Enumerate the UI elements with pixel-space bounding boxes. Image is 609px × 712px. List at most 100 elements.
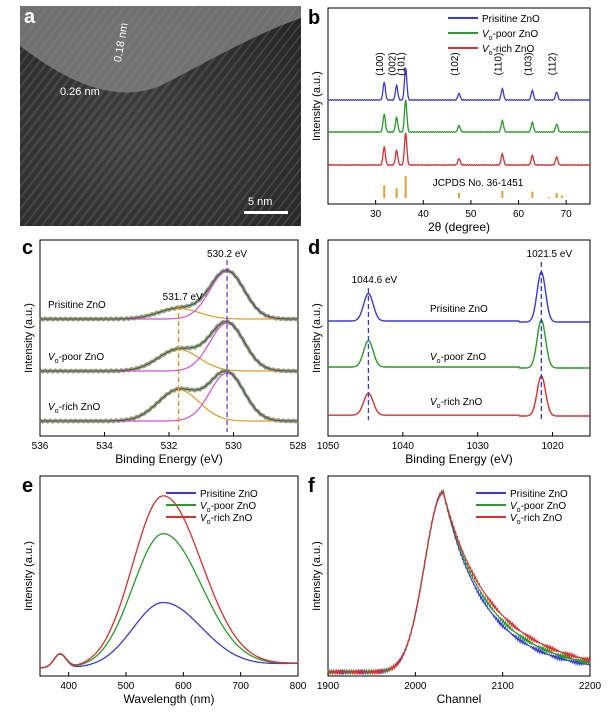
x-axis-label: Channel	[437, 692, 482, 706]
x-axis-label: Wavelength (nm)	[124, 692, 215, 706]
x-axis-label: Binding Energy (eV)	[115, 452, 222, 466]
amorphous-edge	[20, 6, 301, 93]
lattice-fringe	[156, 39, 301, 226]
series-label: Vo-poor ZnO	[48, 352, 104, 365]
lattice-fringe	[225, 128, 301, 226]
x-tick-label: 2200	[579, 681, 602, 692]
x-tick-label: 534	[96, 441, 113, 452]
xrd-peak-label: (100)	[375, 52, 386, 75]
lattice-fringe	[187, 78, 301, 226]
annotation-530: 530.2 eV	[207, 249, 247, 260]
lattice-fringe	[234, 139, 301, 226]
annotation-1044: 1044.6 eV	[352, 275, 398, 286]
lattice-fringe	[264, 178, 301, 226]
x-tick-label: 40	[418, 209, 430, 220]
x-tick-label: 1050	[317, 441, 340, 452]
xrd-peak-label: (101)	[397, 52, 408, 75]
lattice-fringe	[242, 150, 301, 226]
annotation-1021: 1021.5 eV	[527, 249, 573, 260]
xrd-peak-label: (002)	[388, 52, 399, 75]
x-tick-label: 528	[290, 441, 307, 452]
lattice-fringe	[260, 172, 301, 226]
legend-entry: Vo-poor ZnO	[482, 29, 538, 42]
y-axis-label: Intensity (a.u.)	[311, 71, 323, 141]
tem-lattice-fringes	[20, 6, 301, 226]
legend-entry: Prisitine ZnO	[200, 489, 258, 500]
axes-frame	[327, 239, 591, 437]
scalebar-label: 5 nm	[248, 196, 273, 208]
x-tick-label: 1040	[392, 441, 415, 452]
x-tick-label: 70	[561, 209, 573, 220]
xrd-series-line	[327, 67, 591, 102]
xps-envelope-fit	[40, 370, 298, 422]
pl-series-line	[39, 533, 298, 669]
panel-label-d: d	[308, 237, 320, 259]
x-tick-label: 50	[465, 209, 477, 220]
lattice-fringe	[144, 22, 301, 226]
x-tick-label: 532	[161, 441, 178, 452]
tem-image: a 0.26 nm 0.18 nm 5 nm	[20, 6, 301, 226]
xps-raw-data	[39, 319, 300, 374]
lattice-fringe	[178, 66, 301, 226]
lattice-fringe	[135, 11, 301, 226]
x-axis-label: Binding Energy (eV)	[405, 452, 512, 466]
x-tick-label: 400	[60, 681, 77, 692]
series-label: Vo-rich ZnO	[430, 397, 482, 410]
xrd-peak-label: (110)	[493, 53, 504, 76]
lattice-fringe	[208, 105, 301, 226]
pl-series-line	[40, 601, 299, 669]
xps-envelope-fit	[40, 269, 298, 320]
lattice-fringe	[230, 133, 301, 226]
lattice-fringe	[199, 94, 301, 226]
lattice-fringe	[191, 83, 301, 226]
x-tick-label: 500	[118, 681, 135, 692]
y-axis-label: Intensity (a.u.)	[311, 541, 323, 611]
lattice-fringe	[247, 155, 301, 226]
pl-series-line	[39, 495, 298, 669]
panel-label-a: a	[24, 6, 36, 28]
legend-entry: Vo-rich ZnO	[510, 513, 562, 526]
lattice-fringe	[182, 72, 301, 226]
series-label: Vo-rich ZnO	[48, 402, 100, 415]
scalebar-line	[244, 211, 288, 214]
axes-frame	[327, 475, 591, 677]
panel-label-c: c	[22, 237, 33, 259]
x-tick-label: 1020	[541, 441, 564, 452]
y-axis-label: Intensity (a.u.)	[23, 303, 35, 373]
axes-frame	[39, 475, 299, 677]
xrd-peak-label: (103)	[523, 52, 534, 75]
lattice-fringe	[221, 122, 301, 226]
lattice-fringe	[217, 117, 301, 226]
x-tick-label: 30	[370, 209, 382, 220]
xrd-peak-label: (112)	[548, 53, 559, 76]
x-tick-label: 1030	[467, 441, 490, 452]
panel-label-b: b	[308, 7, 320, 29]
lattice-fringe	[268, 183, 301, 226]
x-tick-label: 2100	[492, 681, 515, 692]
lattice-fringe	[212, 111, 301, 226]
panel-label-e: e	[22, 475, 33, 497]
x-axis-label: 2θ (degree)	[428, 220, 490, 234]
y-axis-label: Intensity (a.u.)	[311, 303, 323, 373]
x-tick-label: 600	[175, 681, 192, 692]
series-label: Prisitine ZnO	[48, 300, 106, 311]
lattice-fringe	[109, 6, 281, 226]
legend-entry: Vo-rich ZnO	[482, 44, 534, 57]
lattice-spacing-1: 0.26 nm	[60, 86, 100, 98]
lattice-fringe	[169, 55, 301, 226]
legend-entry: Prisitine ZnO	[482, 14, 540, 25]
annotation-531: 531.7 eV	[163, 292, 203, 303]
xrd-peak-label: (102)	[450, 52, 461, 75]
xps-zn-series-line	[328, 375, 590, 417]
lattice-fringe	[105, 6, 277, 226]
lattice-fringe	[204, 100, 301, 226]
lattice-fringe	[122, 6, 294, 226]
lattice-fringe	[152, 33, 301, 226]
lattice-fringe	[126, 6, 299, 226]
x-tick-label: 536	[32, 441, 49, 452]
lattice-fringe	[161, 44, 301, 226]
axes-frame	[327, 7, 591, 205]
legend-entry: Vo-poor ZnO	[510, 501, 566, 514]
x-tick-label: 2000	[404, 681, 427, 692]
